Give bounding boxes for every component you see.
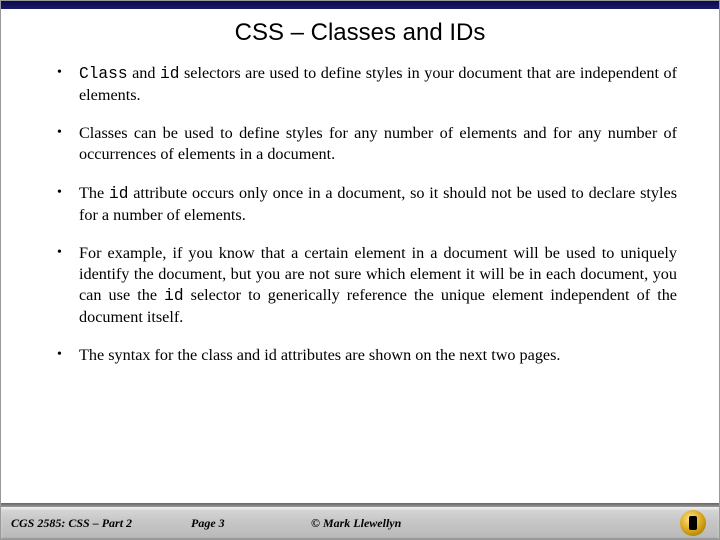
code-span: id bbox=[164, 287, 183, 305]
bullet-text: The id attribute occurs only once in a d… bbox=[79, 183, 677, 225]
text-span: Classes can be used to define styles for… bbox=[79, 124, 677, 163]
footer-logo bbox=[673, 509, 713, 537]
bullet-marker: • bbox=[57, 345, 79, 366]
bullet-item: • For example, if you know that a certai… bbox=[57, 243, 677, 327]
text-span: The syntax for the class and id attribut… bbox=[79, 346, 560, 364]
bullet-marker: • bbox=[57, 63, 79, 105]
bullet-item: • Class and id selectors are used to def… bbox=[57, 63, 677, 105]
slide-footer: CGS 2585: CSS – Part 2 Page 3 © Mark Lle… bbox=[1, 507, 719, 539]
bullet-marker: • bbox=[57, 123, 79, 164]
slide-title: CSS – Classes and IDs bbox=[1, 9, 719, 63]
code-span: Class bbox=[79, 65, 128, 83]
code-span: id bbox=[109, 185, 128, 203]
bullet-item: • Classes can be used to define styles f… bbox=[57, 123, 677, 164]
ucf-logo-icon bbox=[680, 510, 706, 536]
bullet-marker: • bbox=[57, 243, 79, 327]
code-span: id bbox=[160, 65, 179, 83]
bullet-item: • The syntax for the class and id attrib… bbox=[57, 345, 677, 366]
bullet-text: Classes can be used to define styles for… bbox=[79, 123, 677, 164]
bullet-text: The syntax for the class and id attribut… bbox=[79, 345, 677, 366]
bullet-marker: • bbox=[57, 183, 79, 225]
top-accent-strip bbox=[1, 1, 719, 9]
text-span: and bbox=[128, 64, 160, 82]
footer-course: CGS 2585: CSS – Part 2 bbox=[1, 516, 191, 531]
bullet-text: Class and id selectors are used to defin… bbox=[79, 63, 677, 105]
text-span: The bbox=[79, 184, 109, 202]
slide-content: • Class and id selectors are used to def… bbox=[1, 63, 719, 366]
text-span: attribute occurs only once in a document… bbox=[79, 184, 677, 224]
bullet-text: For example, if you know that a certain … bbox=[79, 243, 677, 327]
footer-page-number: Page 3 bbox=[191, 516, 311, 531]
bullet-item: • The id attribute occurs only once in a… bbox=[57, 183, 677, 225]
footer-copyright: © Mark Llewellyn bbox=[311, 516, 673, 531]
